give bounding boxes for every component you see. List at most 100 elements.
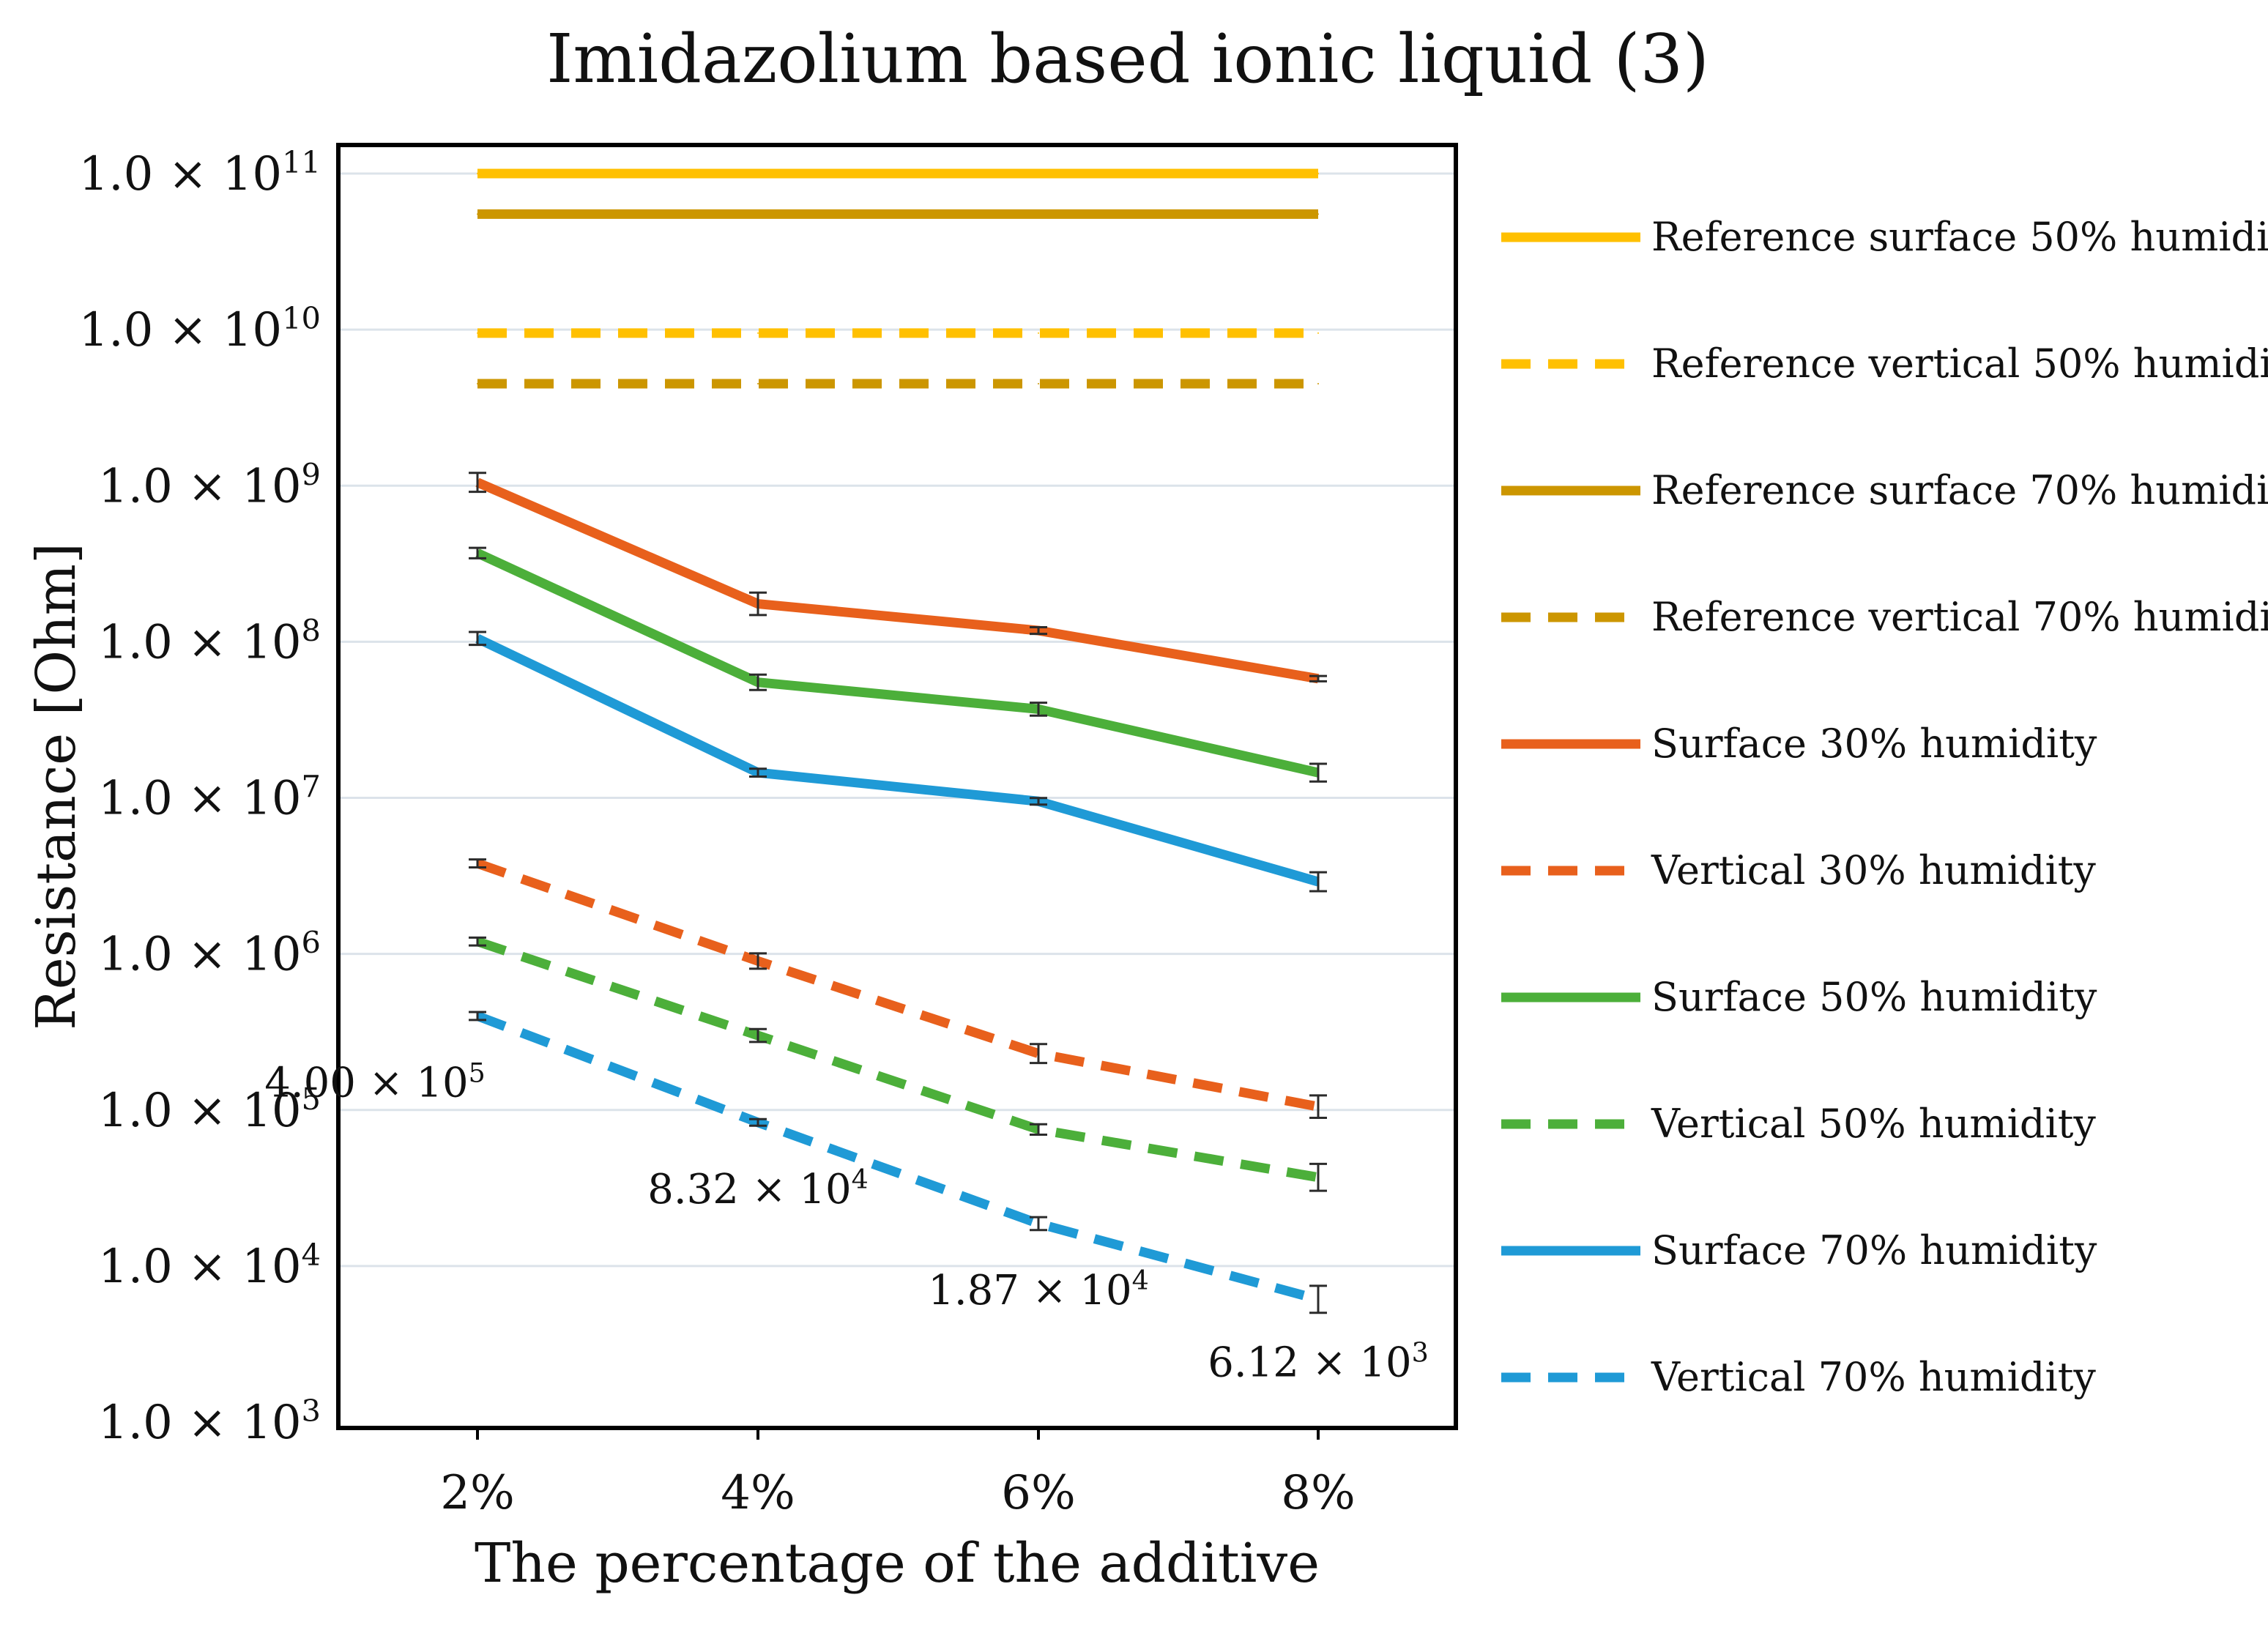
data-label: 8.32 × 104 bbox=[647, 1164, 869, 1213]
legend-entry: Reference surface 70% humidity bbox=[1501, 467, 2268, 513]
data-label-mantissa: 6.12 × 10 bbox=[1208, 1339, 1411, 1386]
legend-entry: Vertical 50% humidity bbox=[1501, 1101, 2096, 1147]
series-lines bbox=[475, 168, 1320, 1304]
error-bar bbox=[1030, 797, 1047, 806]
series-line bbox=[475, 1011, 1320, 1304]
legend-entry: Surface 70% humidity bbox=[1501, 1227, 2097, 1273]
error-bars bbox=[469, 472, 1327, 1314]
x-tick-label: 4% bbox=[721, 1466, 795, 1520]
legend-label: Surface 70% humidity bbox=[1651, 1227, 2097, 1273]
chart-title: Imidazolium based ionic liquid (3) bbox=[546, 20, 1709, 98]
y-tick-label: 1.0 × 108 bbox=[98, 612, 321, 669]
x-tick-label: 6% bbox=[1001, 1466, 1076, 1520]
error-bar bbox=[749, 767, 767, 778]
legend-entry: Reference surface 50% humidity bbox=[1501, 214, 2268, 260]
x-tick-label: 2% bbox=[440, 1466, 515, 1520]
y-tick-label-exponent: 5 bbox=[302, 1081, 321, 1117]
y-tick-label-exponent: 11 bbox=[282, 144, 321, 180]
error-bar bbox=[1309, 762, 1327, 783]
data-label-mantissa: 4.00 × 10 bbox=[264, 1059, 468, 1106]
legend-entry: Vertical 70% humidity bbox=[1501, 1354, 2096, 1400]
y-tick-label-exponent: 8 bbox=[302, 612, 321, 648]
y-tick-label: 1.0 × 103 bbox=[98, 1393, 321, 1450]
x-tick-label: 8% bbox=[1281, 1466, 1356, 1520]
error-bar bbox=[1309, 871, 1327, 893]
legend-label: Vertical 70% humidity bbox=[1651, 1354, 2096, 1400]
legend-label: Reference surface 50% humidity bbox=[1651, 214, 2268, 260]
data-label-exponent: 5 bbox=[469, 1057, 486, 1088]
error-bar bbox=[1309, 1284, 1327, 1314]
error-bar bbox=[749, 1117, 767, 1127]
error-bar bbox=[1030, 1043, 1047, 1065]
data-label: 1.87 × 104 bbox=[928, 1265, 1149, 1314]
data-point bbox=[1038, 213, 1039, 215]
data-label-mantissa: 8.32 × 10 bbox=[647, 1166, 851, 1213]
error-bar bbox=[749, 673, 767, 691]
y-tick-label: 1.0 × 1011 bbox=[79, 144, 321, 201]
legend-label: Vertical 30% humidity bbox=[1651, 847, 2096, 893]
series-line bbox=[475, 548, 1320, 778]
error-bar bbox=[1030, 1123, 1047, 1137]
error-bar bbox=[1030, 1216, 1047, 1232]
y-tick-label-mantissa: 1.0 × 10 bbox=[98, 928, 302, 982]
x-axis-ticks: 2% 4% 6% 8% bbox=[440, 1428, 1356, 1520]
y-tick-label: 1.0 × 1010 bbox=[79, 300, 321, 357]
y-tick-label-mantissa: 1.0 × 10 bbox=[79, 303, 283, 357]
legend-label: Reference vertical 50% humidity bbox=[1651, 341, 2268, 387]
error-bar bbox=[749, 591, 767, 617]
error-bar bbox=[749, 1027, 767, 1044]
error-bar bbox=[1030, 626, 1047, 636]
error-bar bbox=[1309, 1094, 1327, 1120]
error-bar bbox=[749, 952, 767, 970]
legend-entry: Vertical 30% humidity bbox=[1501, 847, 2096, 893]
data-point bbox=[477, 383, 478, 385]
series-line bbox=[475, 633, 1320, 887]
legend-entry: Reference vertical 70% humidity bbox=[1501, 594, 2268, 640]
data-point bbox=[1317, 173, 1319, 174]
data-point bbox=[757, 173, 759, 174]
data-label-exponent: 4 bbox=[1132, 1265, 1149, 1296]
y-tick-label-exponent: 6 bbox=[302, 925, 321, 961]
y-tick-label-exponent: 7 bbox=[302, 769, 321, 805]
error-bar bbox=[469, 630, 486, 647]
y-tick-label-mantissa: 1.0 × 10 bbox=[98, 459, 302, 513]
data-point bbox=[477, 173, 478, 174]
y-tick-label-mantissa: 1.0 × 10 bbox=[98, 1084, 302, 1138]
data-point bbox=[757, 213, 759, 215]
error-bar bbox=[469, 936, 486, 947]
error-bar bbox=[469, 472, 486, 494]
legend-label: Surface 50% humidity bbox=[1651, 974, 2097, 1020]
series-line bbox=[475, 477, 1320, 684]
y-tick-label: 1.0 × 105 bbox=[98, 1081, 321, 1138]
data-point bbox=[757, 383, 759, 385]
data-point bbox=[1038, 173, 1039, 174]
error-bar bbox=[469, 546, 486, 559]
data-point bbox=[1317, 213, 1319, 215]
series-line bbox=[475, 937, 1320, 1183]
error-bar bbox=[1030, 702, 1047, 717]
error-bar bbox=[469, 1011, 486, 1022]
series-line bbox=[475, 858, 1320, 1112]
legend-entry: Surface 30% humidity bbox=[1501, 721, 2097, 767]
error-bar bbox=[469, 858, 486, 868]
data-point bbox=[1317, 332, 1319, 334]
plot-frame bbox=[336, 143, 1458, 1430]
y-tick-label-exponent: 9 bbox=[302, 456, 321, 492]
data-point bbox=[1038, 383, 1039, 385]
data-label-exponent: 4 bbox=[852, 1164, 869, 1195]
legend-entry: Surface 50% humidity bbox=[1501, 974, 2097, 1020]
data-point bbox=[1317, 383, 1319, 385]
data-label: 6.12 × 103 bbox=[1208, 1336, 1429, 1386]
error-bar bbox=[1309, 1162, 1327, 1192]
legend-label: Vertical 50% humidity bbox=[1651, 1101, 2096, 1147]
data-label-mantissa: 1.87 × 10 bbox=[928, 1267, 1131, 1314]
y-tick-label: 1.0 × 109 bbox=[98, 456, 321, 513]
legend-label: Surface 30% humidity bbox=[1651, 721, 2097, 767]
data-label-exponent: 3 bbox=[1412, 1336, 1429, 1368]
y-tick-label: 1.0 × 104 bbox=[98, 1237, 321, 1294]
data-point bbox=[1038, 332, 1039, 334]
y-tick-label-mantissa: 1.0 × 10 bbox=[98, 615, 302, 669]
y-tick-label-mantissa: 1.0 × 10 bbox=[98, 1240, 302, 1294]
